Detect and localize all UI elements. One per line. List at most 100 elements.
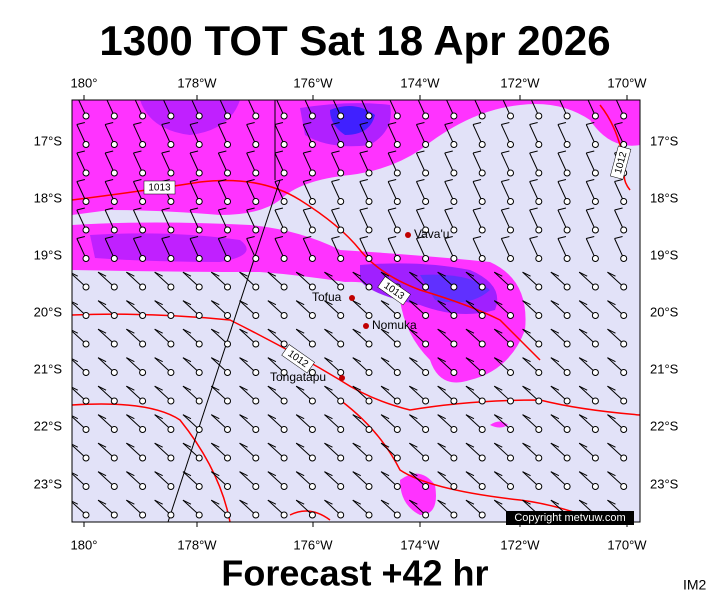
barb-staff [359,209,370,231]
barb-feather [105,94,113,96]
barb-station [478,511,486,519]
barb-station [478,397,486,405]
barb-station [450,312,458,319]
barb-station [478,255,486,262]
barb-station [450,226,458,234]
barb-feather [444,207,453,211]
barb-feather [607,385,616,391]
barb-feather [97,471,107,477]
barb-feather [558,94,566,96]
lat-label: 18°S [34,190,63,205]
barb-feather [388,236,397,239]
barb-staff [437,300,455,316]
barb-feather [154,271,163,277]
barb-station [620,283,628,291]
barb-feather [578,414,588,420]
barb-feather [522,271,531,277]
barb-feather [267,300,277,306]
barb-station [507,369,514,376]
barb-staff [359,124,370,145]
barb-station [167,312,175,319]
barb-feather [267,328,277,334]
barb-staff [97,414,115,430]
lat-label: 20°S [650,304,679,319]
barb-staff [352,499,370,516]
barb-feather [578,328,588,334]
barb-station [82,483,90,490]
barb-staff [217,238,228,259]
barb-feather [274,179,284,182]
barb-staff [493,385,511,402]
barb-staff [352,471,370,487]
barb-feather [416,236,425,239]
barb-station [337,312,345,319]
barb-staff [557,181,568,202]
barb-feather [444,179,453,182]
barb-staff [78,100,87,117]
barb-station [110,340,118,348]
barb-staff [530,100,540,117]
barb-staff [409,442,426,459]
barb-station [450,255,458,262]
barb-station [195,312,203,319]
barb-feather [530,94,538,96]
barb-staff [550,442,568,459]
barb-staff [529,181,540,202]
barb-station [393,511,401,519]
barb-feather [295,328,305,334]
barb-feather [239,414,248,420]
barb-staff [437,499,455,516]
barb-station [337,454,345,462]
barb-staff [182,385,200,402]
barb-staff [578,414,596,430]
barb-feather [239,499,248,505]
barb-feather [557,207,567,211]
barb-staff [409,385,426,402]
barb-station [422,454,430,462]
barb-station [393,141,401,148]
barb-staff [387,124,398,145]
barb-feather [409,357,418,363]
isobar-label-text: 1013 [148,183,171,194]
barb-staff [607,271,625,288]
barb-staff [239,442,257,459]
barb-station [620,112,628,120]
barb-staff [352,300,370,316]
barb-staff [437,442,455,459]
barb-staff [324,328,342,345]
barb-station [195,454,203,462]
barb-feather [586,236,595,239]
lon-label: 174°W [400,75,440,90]
barb-feather [295,442,305,448]
barb-station [252,283,260,291]
barb-feather [501,122,510,125]
barb-feather [607,357,616,363]
barb-station [620,454,628,462]
barb-staff [409,499,426,516]
barb-station [450,511,458,519]
barb-staff [465,385,483,402]
barb-staff [559,100,568,117]
barb-staff [210,357,228,373]
barb-feather [182,271,192,277]
lat-label: 17°S [650,133,679,148]
barb-staff [493,300,511,316]
barb-feather [211,442,220,448]
barb-staff [104,181,115,202]
barb-feather [218,94,226,96]
barb-staff [324,300,342,316]
barb-staff [132,238,144,259]
barb-feather [105,236,114,239]
barb-staff [437,471,455,487]
barb-station [507,397,514,405]
barb-feather [189,179,199,182]
barb-staff [246,152,257,174]
barb-feather [133,150,142,154]
barb-station [507,283,514,291]
barb-station [195,511,203,519]
barb-feather [105,207,114,211]
barb-station [195,141,203,148]
barb-feather [154,442,163,448]
barb-station [450,198,458,205]
barb-staff [210,385,228,402]
